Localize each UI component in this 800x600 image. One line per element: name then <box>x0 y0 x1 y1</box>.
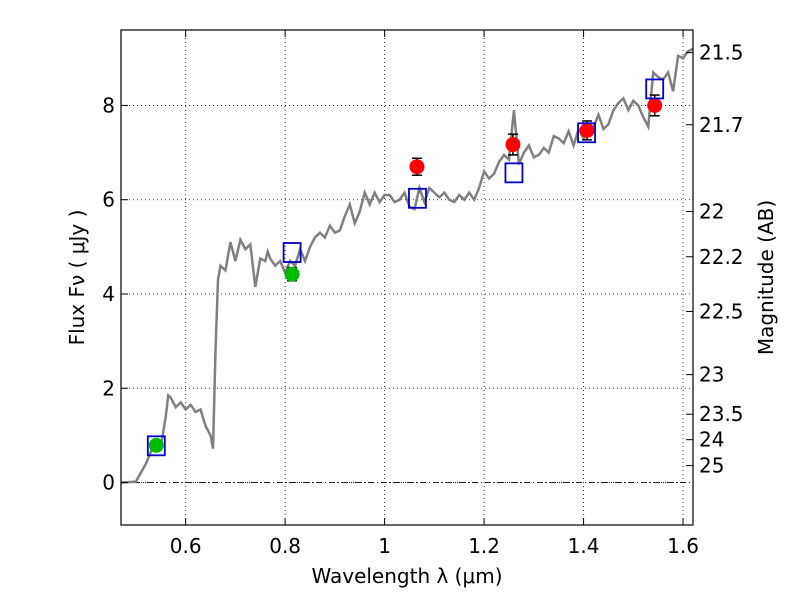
magnitude-tick-label: 22.2 <box>699 245 744 269</box>
y-tick-label: 6 <box>102 188 115 212</box>
data-point-circle <box>409 159 425 175</box>
grid <box>121 30 693 525</box>
y2-axis-title: Magnitude (AB) <box>754 200 778 355</box>
magnitude-tick-label: 22 <box>699 200 724 224</box>
data-point-circle <box>148 437 164 453</box>
model-photometry-square <box>408 187 427 209</box>
data-point-circle <box>579 122 595 138</box>
magnitude-tick-label: 23.5 <box>699 402 744 426</box>
magnitude-tick-label: 24 <box>699 428 724 452</box>
magnitude-tick-label: 22.5 <box>699 299 744 323</box>
y-ticks: 0 2 4 6 8 <box>102 93 128 495</box>
data-point-circle <box>284 266 300 282</box>
x-axis-title: Wavelength λ (μm) <box>311 564 502 588</box>
magnitude-tick-label: 25 <box>699 454 724 478</box>
model-photometry-square <box>577 122 596 144</box>
magnitude-tick-label: 21.7 <box>699 113 744 137</box>
y-tick-label: 0 <box>102 471 115 495</box>
model-photometry-square <box>504 162 524 184</box>
x-tick-label: 0.6 <box>170 534 202 558</box>
x-tick-label: 0.8 <box>269 534 301 558</box>
data-point-circle <box>647 97 663 113</box>
y-tick-label: 2 <box>102 376 115 400</box>
model-photometry-square <box>282 242 302 263</box>
magnitude-tick-label: 23 <box>699 363 724 387</box>
x-tick-label: 1 <box>378 534 391 558</box>
magnitude-tick-label: 21.5 <box>699 41 744 65</box>
model-spectrum-line <box>120 47 694 484</box>
model-photometry-square <box>146 435 166 457</box>
x-tick-label: 1.2 <box>468 534 500 558</box>
plot-frame <box>120 29 694 526</box>
data-point-circle <box>505 137 521 153</box>
y-tick-label: 8 <box>102 93 115 117</box>
x-tick-label: 1.6 <box>667 534 699 558</box>
x-tick-label: 1.4 <box>568 534 600 558</box>
y-axis-title: Flux Fν ( μJy ) <box>65 210 89 346</box>
model-photometry-square <box>645 78 665 100</box>
x-ticks: 0.6 0.8 1 1.2 1.4 1.6 <box>170 30 699 558</box>
y-tick-label: 4 <box>102 282 115 306</box>
data-points <box>146 78 665 457</box>
